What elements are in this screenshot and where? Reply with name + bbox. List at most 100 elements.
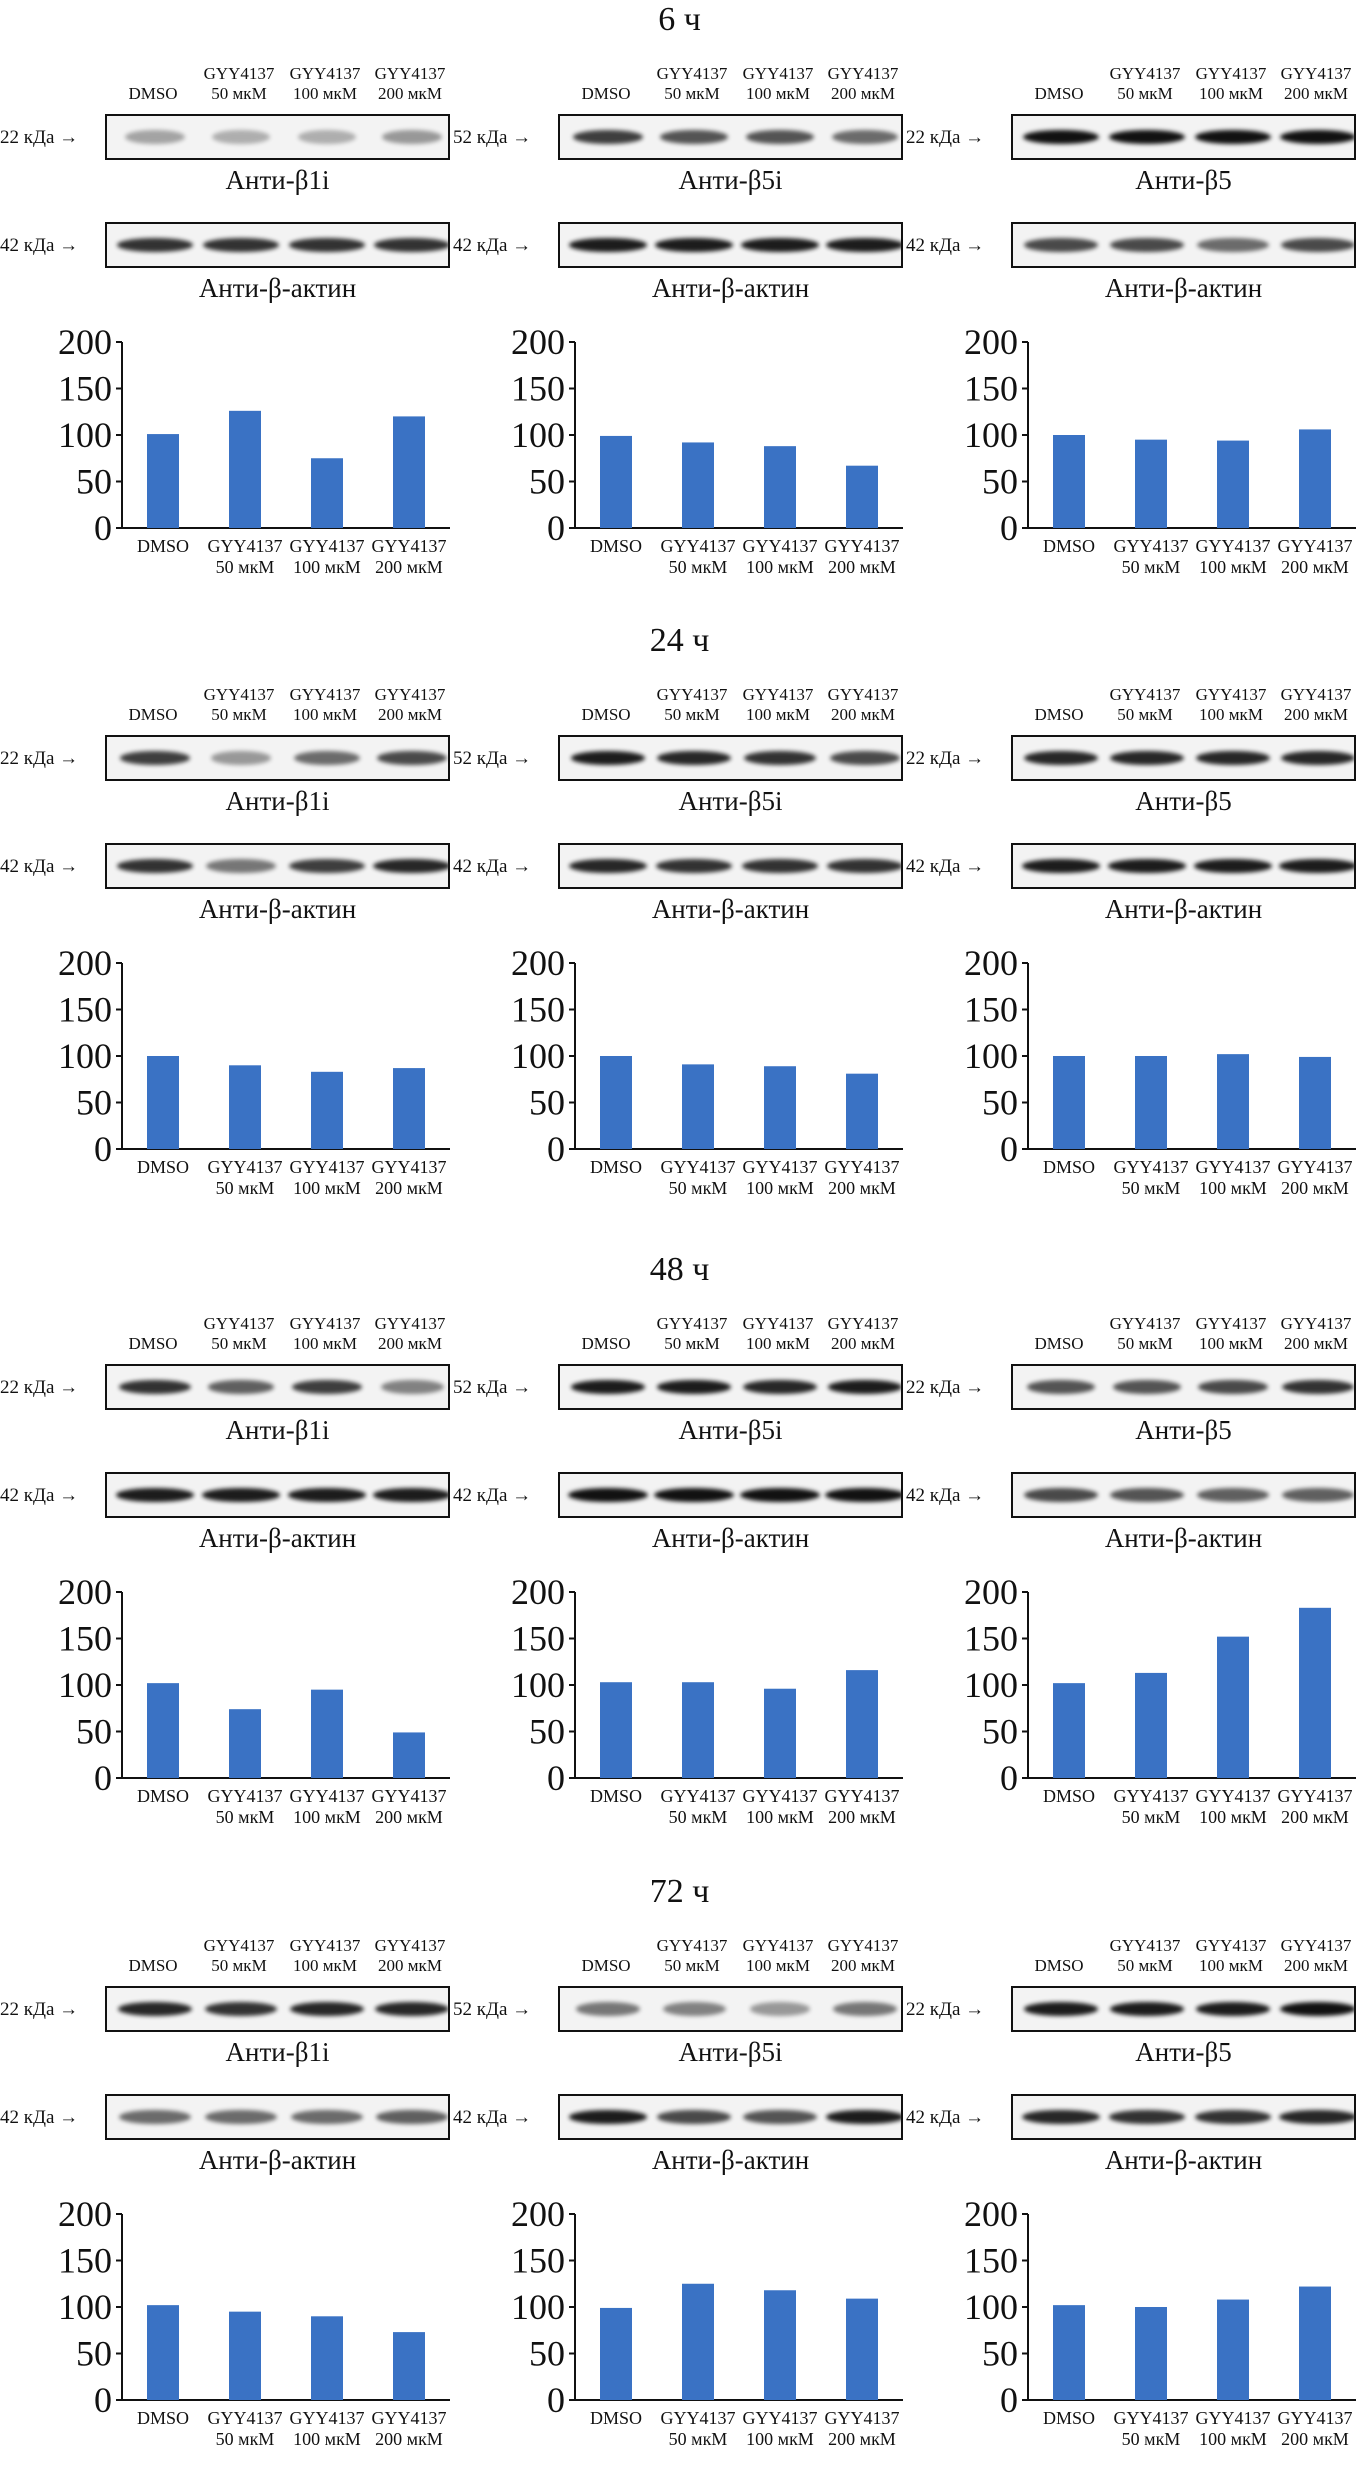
time-section: 48 ч DMSO GYY4137 50 мкМ GYY4137 100 мкМ GYY… (0, 1250, 1359, 1850)
antibody-label: Анти-β-актин (1104, 894, 1263, 924)
y-tick-label: 150 (511, 990, 565, 1030)
molecular-weight-marker: 42 кДа → (453, 235, 531, 257)
molecular-weight-marker: 52 кДа → (453, 127, 531, 149)
lane-label: GYY4137 100 мкМ (742, 1314, 814, 1353)
protein-band (654, 238, 734, 252)
molecular-weight-marker: 22 кДа → (0, 1999, 78, 2021)
y-tick-label: 200 (58, 2194, 112, 2234)
protein-band (288, 238, 366, 252)
x-tick-label: GYY4137 (825, 1786, 900, 1806)
y-tick-label: 100 (511, 1036, 565, 1076)
x-tick-label: 200 мкМ (1281, 2429, 1349, 2449)
lane-label: GYY4137 200 мкМ (827, 64, 899, 103)
protein-band (657, 751, 731, 765)
lane-label: GYY4137 100 мкМ (1195, 64, 1267, 103)
lane-labels: DMSO GYY4137 50 мкМ GYY4137 100 мкМ GYY4137… (105, 1922, 450, 1976)
x-tick-label: DMSO (1043, 1157, 1095, 1177)
y-tick-label: 100 (511, 2287, 565, 2327)
protein-band (201, 1488, 281, 1502)
bar (846, 465, 878, 528)
lane-label: GYY4137 200 мкМ (1280, 685, 1352, 724)
protein-band (745, 130, 815, 144)
antibody-label: Анти-β1i (225, 1415, 330, 1445)
y-tick-label: 100 (58, 2287, 112, 2327)
bar (846, 1073, 878, 1149)
x-tick-label: GYY4137 (372, 1157, 447, 1177)
molecular-weight-marker: 42 кДа → (0, 2107, 78, 2129)
x-tick-label: GYY4137 (661, 1786, 736, 1806)
lane-label: GYY4137 100 мкМ (742, 685, 814, 724)
lane-label: GYY4137 100 мкМ (1195, 1314, 1267, 1353)
protein-band (662, 2002, 726, 2016)
x-tick-label: GYY4137 (661, 1157, 736, 1177)
x-tick-label: 100 мкМ (1199, 1807, 1267, 1827)
western-blot-actin (1011, 222, 1356, 268)
bar (600, 1682, 632, 1778)
protein-band (1278, 859, 1354, 873)
x-tick-label: GYY4137 (208, 2408, 283, 2428)
lane-label: GYY4137 200 мкМ (374, 64, 446, 103)
protein-band (825, 1488, 901, 1502)
antibody-label: Анти-β1i (225, 786, 330, 816)
western-blot-actin (105, 1472, 450, 1518)
mw-label: 42 кДа (453, 2107, 508, 2128)
lane-label: GYY4137 100 мкМ (289, 1314, 361, 1353)
bar (764, 446, 796, 528)
x-tick-label: 100 мкМ (293, 557, 361, 577)
x-tick-label: GYY4137 (1196, 1786, 1271, 1806)
arrow-icon: → (507, 2107, 532, 2128)
y-tick-label: 0 (1000, 2380, 1018, 2420)
x-tick-label: 200 мкМ (828, 1807, 896, 1827)
x-tick-label: GYY4137 (1278, 1786, 1353, 1806)
y-tick-label: 0 (547, 1758, 565, 1798)
molecular-weight-marker: 52 кДа → (453, 1377, 531, 1399)
lane-label: GYY4137 200 мкМ (1280, 1314, 1352, 1353)
protein-band (287, 1488, 367, 1502)
lane-labels: DMSO GYY4137 50 мкМ GYY4137 100 мкМ GYY4137… (558, 671, 903, 725)
x-tick-label: 50 мкМ (1122, 2429, 1181, 2449)
x-tick-label: 100 мкМ (1199, 2429, 1267, 2449)
bar (1053, 2305, 1085, 2400)
blot-panel: DMSO GYY4137 50 мкМ GYY4137 100 мкМ GYY4137… (906, 48, 1359, 608)
protein-band (655, 859, 733, 873)
western-blot-actin (1011, 1472, 1356, 1518)
antibody-label: Анти-β5 (1135, 786, 1232, 816)
y-tick-label: 200 (58, 322, 112, 362)
arrow-icon: → (960, 1377, 985, 1398)
protein-band (1197, 238, 1269, 252)
x-tick-label: GYY4137 (825, 2408, 900, 2428)
protein-band (207, 1380, 275, 1394)
bar (764, 1688, 796, 1778)
bar (1135, 1056, 1167, 1149)
x-tick-label: 100 мкМ (293, 2429, 361, 2449)
bar (600, 435, 632, 528)
arrow-icon: → (507, 127, 532, 148)
antibody-label: Анти-β-актин (198, 2145, 357, 2175)
lane-label: GYY4137 200 мкМ (827, 1314, 899, 1353)
western-blot-target (558, 1986, 903, 2032)
molecular-weight-marker: 42 кДа → (906, 856, 984, 878)
y-tick-label: 0 (1000, 1758, 1018, 1798)
x-tick-label: GYY4137 (1114, 1786, 1189, 1806)
mw-label: 52 кДа (453, 748, 508, 769)
bar (1299, 1607, 1331, 1778)
y-tick-label: 50 (76, 1083, 112, 1123)
bar (1299, 429, 1331, 528)
lane-label: GYY4137 50 мкМ (1109, 1936, 1181, 1975)
section-title: 24 ч (649, 622, 710, 659)
protein-band (1280, 2002, 1354, 2016)
lane-label: DMSO (1034, 84, 1084, 103)
lane-label: DMSO (581, 1956, 631, 1975)
x-tick-label: GYY4137 (208, 1786, 283, 1806)
molecular-weight-marker: 42 кДа → (453, 2107, 531, 2129)
protein-band (656, 2110, 732, 2124)
antibody-label: Анти-β-актин (1104, 1523, 1263, 1553)
y-tick-label: 0 (547, 2380, 565, 2420)
mw-label: 42 кДа (0, 1485, 55, 1506)
y-tick-label: 200 (511, 943, 565, 983)
x-tick-label: 50 мкМ (669, 2429, 728, 2449)
protein-band (1023, 2002, 1099, 2016)
blot-panel: DMSO GYY4137 50 мкМ GYY4137 100 мкМ GYY4137… (453, 48, 906, 608)
